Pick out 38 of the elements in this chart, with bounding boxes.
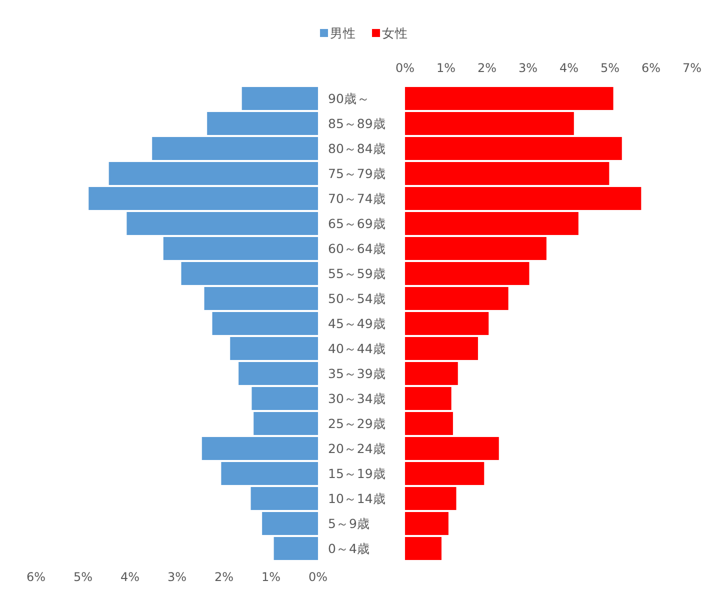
x-tick-label: 3%: [518, 61, 538, 75]
y-tick-label: 45～49歳: [328, 316, 386, 331]
y-tick-label: 80～84歳: [328, 141, 386, 156]
x-tick-label: 0%: [308, 570, 328, 584]
y-tick-label: 50～54歳: [328, 291, 386, 306]
x-tick-label: 0%: [395, 61, 415, 75]
x-tick-label: 6%: [26, 570, 46, 584]
x-tick-label: 6%: [641, 61, 661, 75]
y-tick-label: 60～64歳: [328, 241, 386, 256]
y-tick-label: 10～14歳: [328, 491, 386, 506]
y-tick-label: 70～74歳: [328, 191, 386, 206]
y-tick-label: 25～29歳: [328, 416, 386, 431]
x-tick-label: 1%: [261, 570, 281, 584]
legend: 男性: [320, 26, 356, 40]
y-tick-label: 55～59歳: [328, 266, 386, 281]
x-tick-label: 2%: [477, 61, 497, 75]
y-tick-label: 15～19歳: [328, 466, 386, 481]
y-tick-label: 90歳～: [328, 91, 370, 106]
y-tick-label: 0～4歳: [328, 541, 370, 556]
x-tick-label: 5%: [600, 61, 620, 75]
x-tick-label: 3%: [167, 570, 187, 584]
x-tick-label: 2%: [214, 570, 234, 584]
legend-label: 女性: [382, 26, 408, 40]
y-tick-label: 30～34歳: [328, 391, 386, 406]
y-tick-label: 65～69歳: [328, 216, 386, 231]
x-tick-label: 7%: [682, 61, 702, 75]
y-tick-label: 40～44歳: [328, 341, 386, 356]
legend-label: 男性: [330, 26, 356, 40]
y-tick-label: 20～24歳: [328, 441, 386, 456]
x-tick-label: 5%: [73, 570, 93, 584]
y-tick-label: 75～79歳: [328, 166, 386, 181]
y-tick-label: 5～9歳: [328, 516, 370, 531]
x-tick-label: 1%: [436, 61, 456, 75]
x-tick-label: 4%: [120, 570, 140, 584]
legend: 女性: [372, 26, 408, 40]
x-tick-label: 4%: [559, 61, 579, 75]
y-tick-label: 85～89歳: [328, 116, 386, 131]
y-tick-label: 35～39歳: [328, 366, 386, 381]
